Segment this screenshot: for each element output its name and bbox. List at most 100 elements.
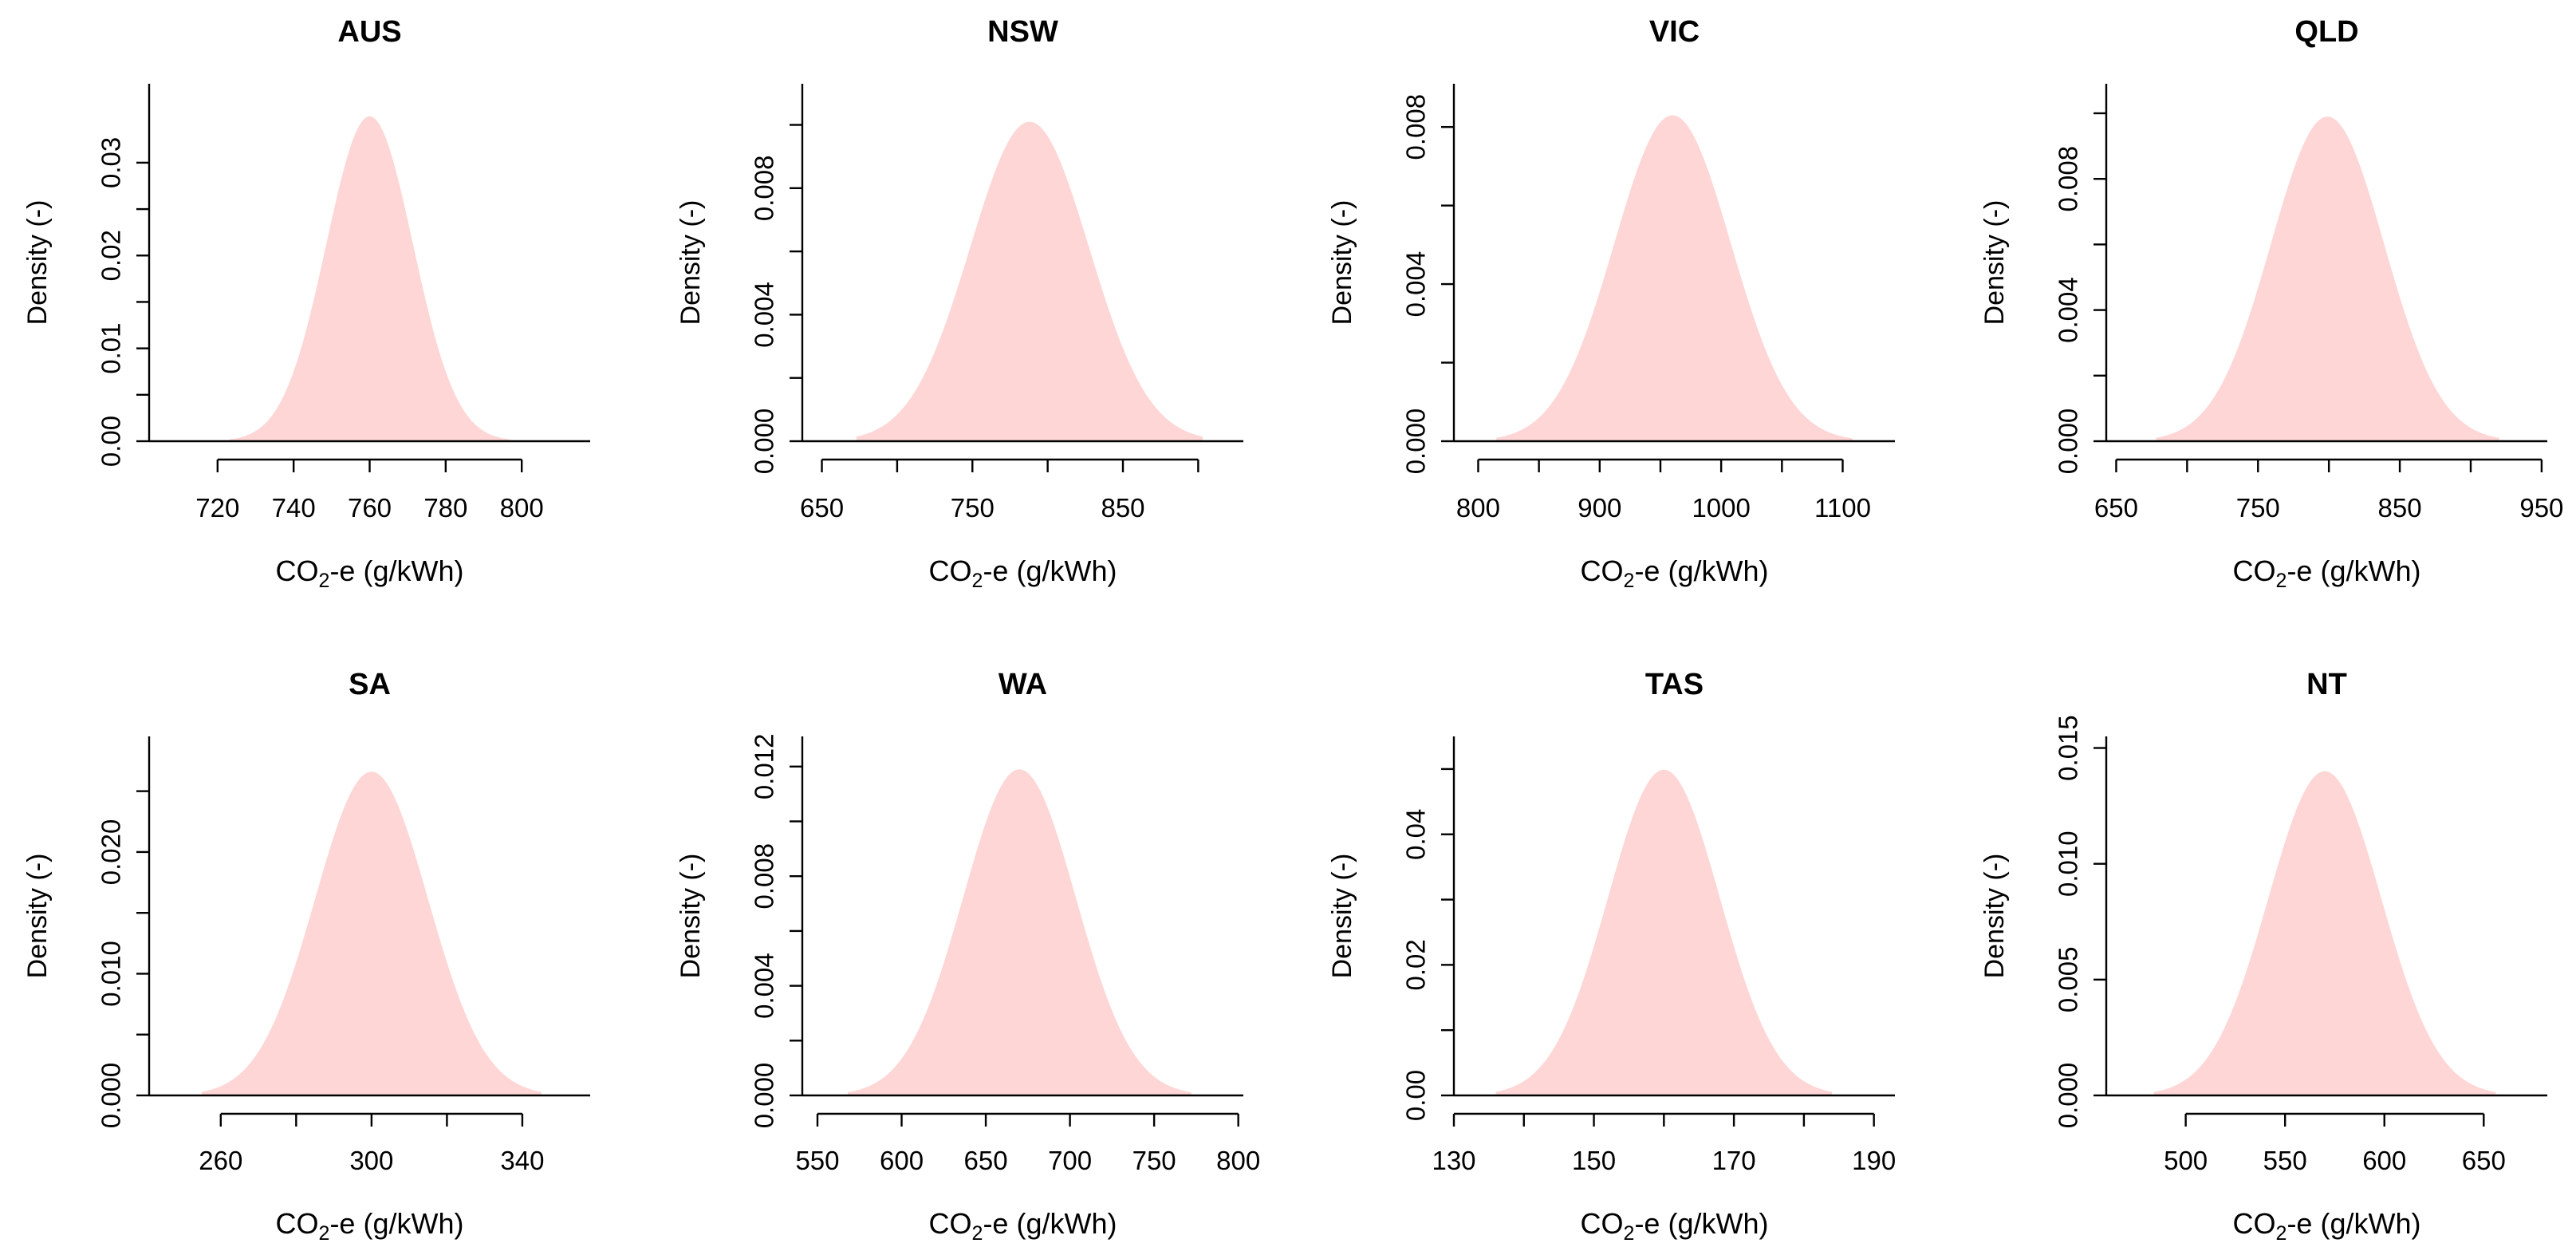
x-tick-label: 260 — [199, 1146, 242, 1175]
y-tick-label: 0.02 — [1401, 939, 1431, 990]
y-axis-label: Density (-) — [676, 200, 706, 326]
y-tick-label: 0.000 — [97, 1063, 126, 1129]
x-axis-label: CO2-e (g/kWh) — [929, 1207, 1117, 1245]
y-tick-label: 0.012 — [750, 733, 779, 799]
panel-qld: 0.000 0.004 0.008 650 750 850 950 QLD CO2-e (g/k… — [1979, 15, 2563, 592]
y-tick-label: 0.008 — [750, 156, 779, 222]
y-tick-label: 0.01 — [97, 323, 126, 374]
panel-vic: 0.000 0.004 0.008 800 900 1000 1100 VIC CO2-e (g… — [1327, 15, 1895, 592]
panel-title: NSW — [987, 15, 1058, 49]
x-tick-label: 650 — [2462, 1146, 2506, 1175]
x-axis-label: CO2-e (g/kWh) — [929, 554, 1117, 592]
x-tick-label: 150 — [1572, 1146, 1616, 1175]
y-tick-label: 0.004 — [1401, 251, 1431, 318]
y-tick-label: 0.000 — [750, 408, 779, 475]
panel-aus: 0.00 0.01 0.02 0.03 720 740 760 780 800 AUS CO2-e … — [22, 15, 590, 592]
y-tick-label: 0.00 — [1401, 1070, 1431, 1121]
y-tick-label: 0.004 — [750, 953, 779, 1019]
panel-title: QLD — [2294, 15, 2358, 49]
x-tick-label: 750 — [951, 493, 995, 523]
density-area — [229, 116, 510, 442]
panel-tas: 0.00 0.02 0.04 130 150 170 190 TAS CO2-e (g/kWh)… — [1327, 668, 1896, 1245]
y-axis-label: Density (-) — [22, 854, 53, 979]
y-tick-label: 0.004 — [2054, 277, 2083, 343]
y-tick-label: 0.000 — [2054, 1063, 2083, 1129]
density-area — [2156, 116, 2499, 441]
x-axis-label: CO2-e (g/kWh) — [1581, 554, 1769, 592]
x-tick-label: 800 — [1216, 1146, 1260, 1175]
x-tick-label: 170 — [1712, 1146, 1756, 1175]
y-tick-label: 0.000 — [750, 1063, 779, 1129]
x-tick-label: 300 — [349, 1146, 393, 1175]
x-tick-label: 950 — [2519, 493, 2563, 523]
x-tick-label: 340 — [500, 1146, 544, 1175]
panel-nt: 0.000 0.005 0.010 0.015 500 550 600 650 NT CO2-e … — [1979, 668, 2547, 1245]
density-area — [856, 121, 1203, 441]
x-tick-label: 650 — [2094, 493, 2138, 523]
x-tick-label: 900 — [1578, 493, 1621, 523]
x-axis-label: CO2-e (g/kWh) — [1581, 1207, 1769, 1245]
x-tick-label: 700 — [1048, 1146, 1092, 1175]
y-tick-label: 0.004 — [750, 282, 779, 348]
y-axis-label: Density (-) — [1979, 200, 2010, 326]
x-tick-label: 650 — [800, 493, 844, 523]
y-tick-label: 0.005 — [2054, 947, 2083, 1013]
x-tick-label: 740 — [272, 493, 316, 523]
x-tick-label: 850 — [2378, 493, 2422, 523]
y-axis-label: Density (-) — [22, 200, 53, 326]
x-tick-label: 550 — [795, 1146, 839, 1175]
panel-nsw: 0.000 0.004 0.008 650 750 850 NSW CO2-e (g/kWh)… — [676, 15, 1243, 592]
x-axis-label: CO2-e (g/kWh) — [276, 554, 464, 592]
panel-wa: 0.000 0.004 0.008 0.012 550 600 650 700 750 800 WA… — [676, 668, 1260, 1245]
y-axis-label: Density (-) — [1327, 854, 1357, 979]
y-tick-label: 0.04 — [1401, 809, 1431, 860]
y-tick-label: 0.008 — [2054, 146, 2083, 212]
density-area — [1496, 115, 1853, 441]
x-tick-label: 800 — [500, 493, 544, 523]
y-tick-label: 0.00 — [97, 416, 126, 467]
density-area — [2153, 771, 2496, 1095]
x-tick-label: 800 — [1456, 493, 1500, 523]
x-tick-label: 750 — [1132, 1146, 1176, 1175]
x-tick-label: 750 — [2236, 493, 2280, 523]
y-tick-label: 0.03 — [97, 137, 126, 188]
x-axis-label: CO2-e (g/kWh) — [276, 1207, 464, 1245]
x-tick-label: 600 — [2362, 1146, 2406, 1175]
x-tick-label: 130 — [1432, 1146, 1475, 1175]
x-tick-label: 1000 — [1692, 493, 1750, 523]
y-tick-label: 0.008 — [1401, 94, 1431, 160]
panel-sa: 0.000 0.010 0.020 260 300 340 SA CO2-e (g/kWh) D… — [22, 668, 590, 1245]
density-area — [202, 772, 542, 1095]
x-tick-label: 760 — [348, 493, 392, 523]
panel-title: WA — [998, 668, 1047, 701]
density-area — [847, 769, 1191, 1095]
x-tick-label: 650 — [964, 1146, 1008, 1175]
y-axis-label: Density (-) — [1979, 854, 2010, 979]
panel-title: TAS — [1645, 668, 1704, 701]
panel-title: SA — [349, 668, 391, 701]
x-tick-label: 850 — [1101, 493, 1144, 523]
x-tick-label: 190 — [1852, 1146, 1896, 1175]
x-tick-label: 720 — [195, 493, 239, 523]
y-tick-label: 0.010 — [97, 941, 126, 1007]
y-tick-label: 0.020 — [97, 819, 126, 886]
x-tick-label: 550 — [2263, 1146, 2307, 1175]
x-tick-label: 1100 — [1814, 493, 1871, 523]
y-axis-label: Density (-) — [676, 854, 706, 979]
y-tick-label: 0.02 — [97, 230, 126, 281]
y-tick-label: 0.015 — [2054, 715, 2083, 781]
x-axis-label: CO2-e (g/kWh) — [2233, 554, 2421, 592]
y-tick-label: 0.010 — [2054, 831, 2083, 897]
density-area — [1495, 769, 1832, 1095]
x-axis-label: CO2-e (g/kWh) — [2233, 1207, 2421, 1245]
y-tick-label: 0.000 — [1401, 408, 1431, 475]
y-tick-label: 0.000 — [2054, 408, 2083, 475]
panel-title: AUS — [337, 15, 401, 49]
y-tick-label: 0.008 — [750, 843, 779, 910]
x-tick-label: 780 — [423, 493, 467, 523]
x-tick-label: 500 — [2164, 1146, 2208, 1175]
panel-title: VIC — [1649, 15, 1700, 49]
y-axis-label: Density (-) — [1327, 200, 1357, 326]
x-tick-label: 600 — [880, 1146, 924, 1175]
